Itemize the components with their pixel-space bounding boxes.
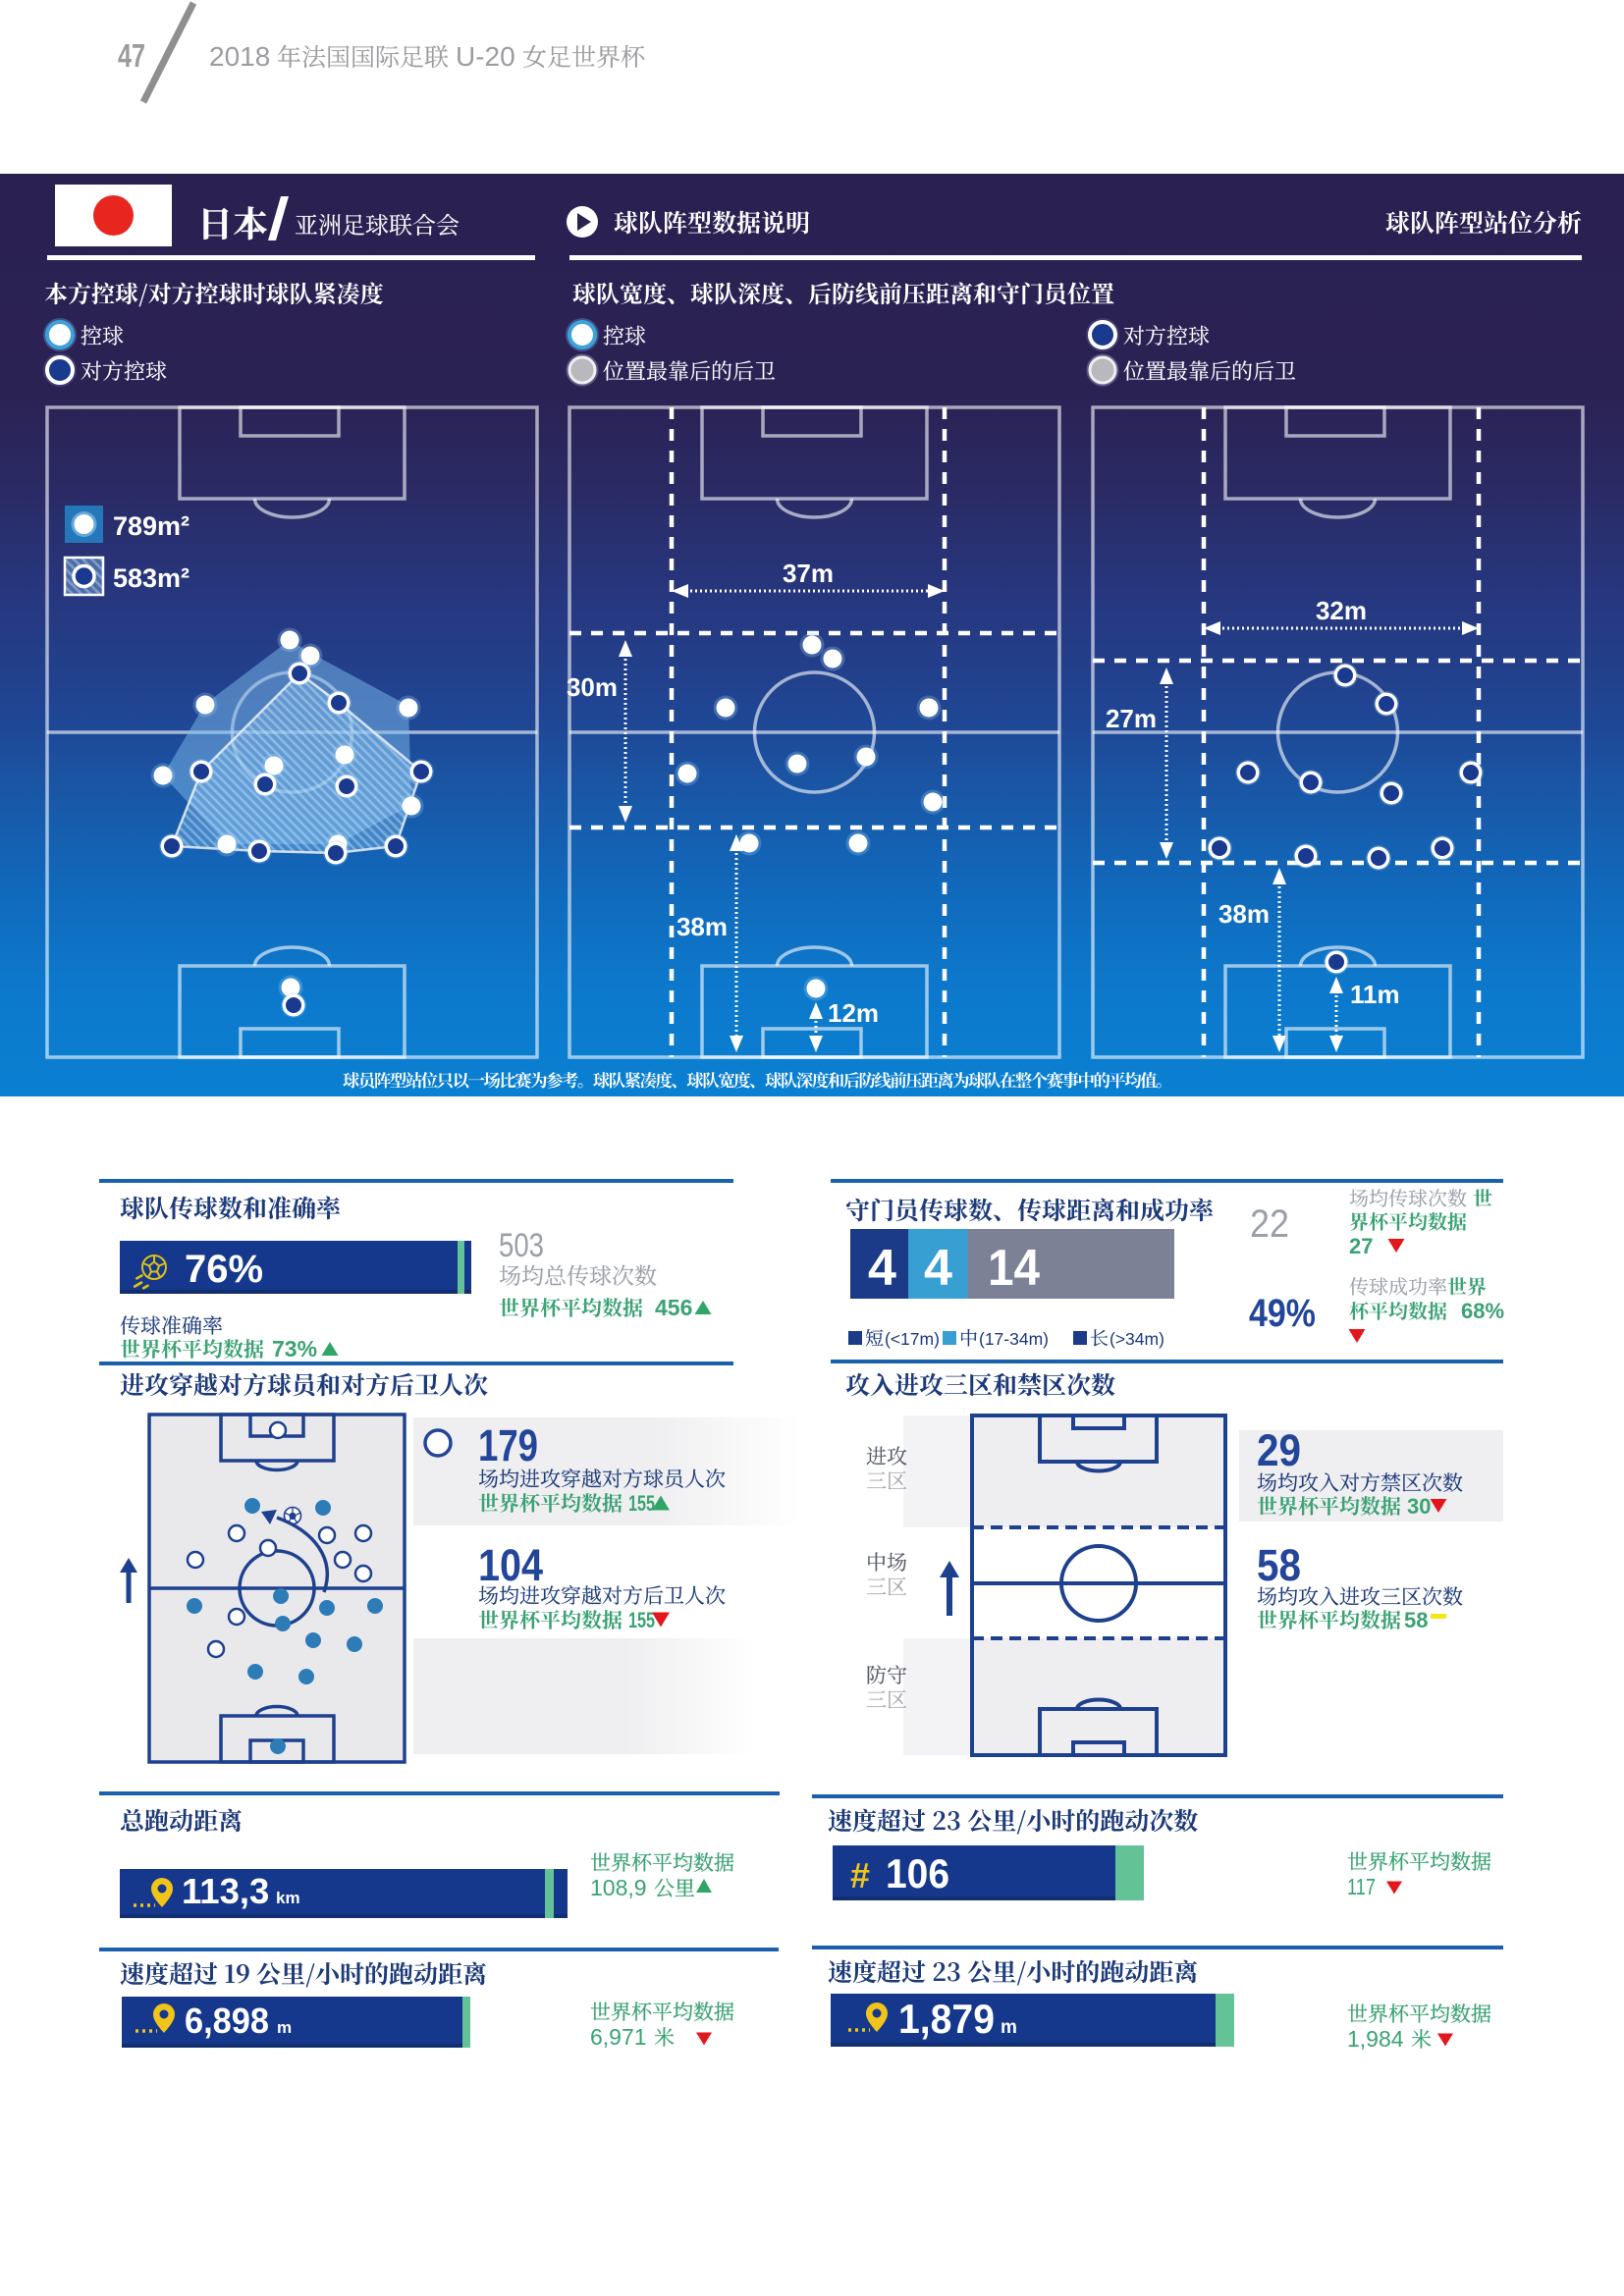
svg-text:6,971: 6,971 (590, 2024, 647, 2050)
svg-text:583m²: 583m² (113, 563, 189, 593)
svg-text:6,898: 6,898 (185, 2001, 269, 2041)
svg-text:117: 117 (1347, 1874, 1376, 1899)
svg-text:58: 58 (1404, 1608, 1428, 1632)
svg-text:503: 503 (499, 1227, 544, 1264)
svg-text:27: 27 (1349, 1234, 1373, 1258)
svg-text:km: km (276, 1889, 300, 1907)
svg-text:29: 29 (1257, 1425, 1301, 1475)
svg-text:789m²: 789m² (113, 511, 189, 541)
svg-text:27m: 27m (1106, 704, 1157, 733)
svg-text:38m: 38m (677, 912, 728, 941)
svg-text:58: 58 (1257, 1540, 1301, 1590)
svg-text:456: 456 (655, 1295, 692, 1320)
svg-text:104: 104 (478, 1540, 543, 1590)
svg-text:1,984: 1,984 (1347, 2026, 1404, 2052)
svg-text:4: 4 (868, 1240, 896, 1297)
svg-text:73%: 73% (272, 1336, 317, 1362)
svg-text:155: 155 (628, 1608, 655, 1632)
svg-text:1,879: 1,879 (898, 1996, 995, 2042)
svg-text:30: 30 (1407, 1494, 1431, 1519)
svg-text:30m: 30m (567, 672, 618, 702)
svg-text:38m: 38m (1218, 899, 1270, 929)
svg-text:11m: 11m (1350, 980, 1400, 1009)
svg-text:m: m (277, 2018, 292, 2037)
svg-text:(<17m): (<17m) (885, 1329, 940, 1349)
svg-text:37m: 37m (783, 559, 834, 588)
svg-text:68%: 68% (1461, 1299, 1504, 1323)
svg-text:179: 179 (478, 1420, 538, 1470)
svg-text:(17-34m): (17-34m) (979, 1329, 1049, 1349)
svg-text:2018: 2018 (209, 41, 270, 72)
svg-text:155: 155 (628, 1491, 655, 1516)
svg-text:108,9: 108,9 (590, 1875, 647, 1900)
svg-text:12m: 12m (828, 998, 879, 1028)
svg-text:47: 47 (118, 37, 145, 74)
svg-text:(>34m): (>34m) (1110, 1329, 1164, 1349)
svg-text:U-20: U-20 (456, 41, 515, 72)
svg-text:49%: 49% (1249, 1292, 1316, 1335)
svg-text:4: 4 (924, 1240, 952, 1297)
svg-text:m: m (1001, 2017, 1017, 2038)
svg-text:22: 22 (1250, 1202, 1289, 1246)
svg-text:32m: 32m (1316, 596, 1367, 625)
svg-text:113,3: 113,3 (182, 1871, 269, 1911)
svg-text:#: # (850, 1855, 870, 1896)
svg-text:14: 14 (988, 1240, 1040, 1297)
svg-text:76%: 76% (185, 1248, 263, 1291)
svg-text:106: 106 (886, 1850, 949, 1896)
